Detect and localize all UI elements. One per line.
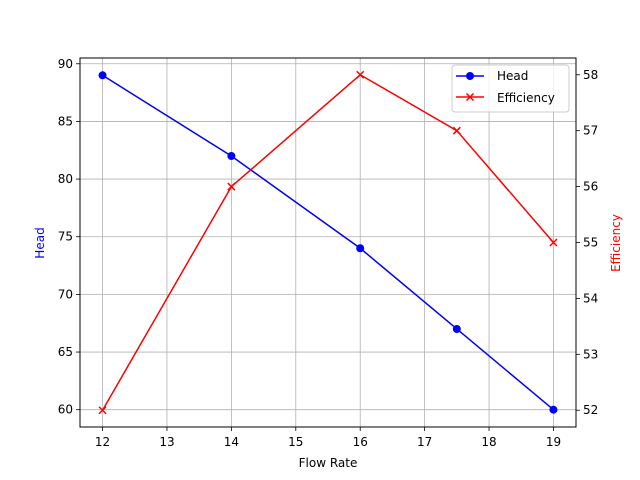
x-tick-label: 16 bbox=[353, 435, 368, 449]
efficiency-line bbox=[101, 73, 555, 411]
x-marker-icon bbox=[549, 238, 558, 247]
head-line bbox=[102, 74, 554, 411]
x-marker-icon bbox=[465, 92, 475, 102]
circle-marker-icon bbox=[549, 405, 558, 414]
right-tick-label: 53 bbox=[583, 347, 598, 361]
right-tick-label: 56 bbox=[583, 180, 598, 194]
x-tick-label: 19 bbox=[546, 435, 561, 449]
circle-marker-icon bbox=[227, 152, 236, 161]
x-marker-icon bbox=[356, 70, 365, 79]
x-marker-icon bbox=[452, 126, 461, 135]
left-tick-label: 60 bbox=[58, 403, 73, 417]
right-axis-label: Efficiency bbox=[609, 214, 623, 272]
left-tick-label: 65 bbox=[58, 345, 73, 359]
x-tick-label: 18 bbox=[481, 435, 496, 449]
x-marker-icon bbox=[227, 182, 236, 191]
right-tick-label: 54 bbox=[583, 291, 598, 305]
right-axis-ticks: 52 53 54 55 56 57 58 bbox=[576, 68, 598, 417]
legend-eff-label: Efficiency bbox=[497, 91, 555, 105]
left-tick-label: 70 bbox=[58, 287, 73, 301]
data-series bbox=[98, 70, 558, 415]
x-tick-label: 13 bbox=[159, 435, 174, 449]
right-tick-label: 58 bbox=[583, 68, 598, 82]
grid-lines bbox=[80, 58, 576, 427]
left-axis-label: Head bbox=[33, 227, 47, 258]
circle-marker-icon bbox=[466, 72, 474, 80]
circle-marker-icon bbox=[356, 244, 365, 253]
plot-frame bbox=[79, 57, 577, 428]
circle-marker-icon bbox=[452, 324, 461, 333]
x-tick-label: 15 bbox=[288, 435, 303, 449]
left-tick-label: 90 bbox=[58, 57, 73, 71]
legend: Head Efficiency bbox=[451, 64, 570, 113]
x-marker-icon bbox=[98, 406, 107, 415]
x-axis-label: Flow Rate bbox=[299, 456, 358, 470]
right-tick-label: 55 bbox=[583, 236, 598, 250]
left-tick-label: 75 bbox=[58, 230, 73, 244]
right-tick-label: 52 bbox=[583, 403, 598, 417]
x-tick-label: 14 bbox=[224, 435, 239, 449]
legend-head-label: Head bbox=[497, 69, 528, 83]
x-tick-label: 12 bbox=[95, 435, 110, 449]
x-axis-ticks: 12 13 14 15 16 17 18 19 bbox=[95, 427, 561, 449]
right-tick-label: 57 bbox=[583, 124, 598, 138]
left-axis-ticks: 60 65 70 75 80 85 90 bbox=[58, 57, 80, 417]
circle-marker-icon bbox=[98, 71, 107, 80]
left-tick-label: 85 bbox=[58, 114, 73, 128]
left-tick-label: 80 bbox=[58, 172, 73, 186]
x-tick-label: 17 bbox=[417, 435, 432, 449]
